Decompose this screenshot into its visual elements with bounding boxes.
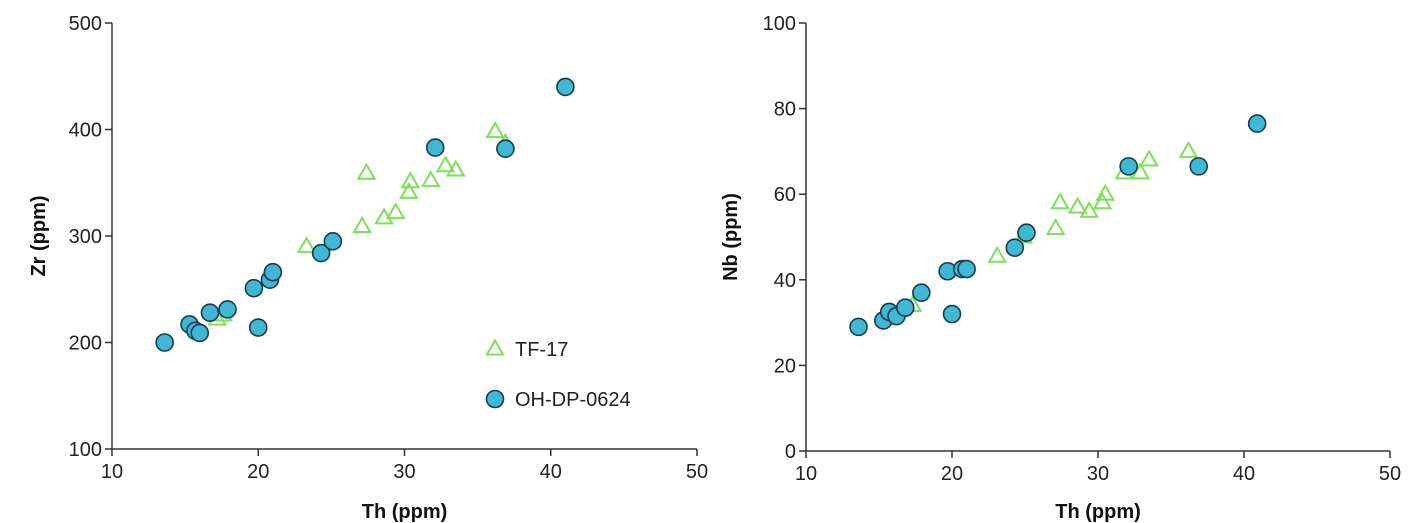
- data-point: [849, 317, 868, 337]
- y-tick-label: 100: [69, 439, 102, 461]
- data-point: [1178, 140, 1199, 158]
- y-tick-label: 20: [774, 355, 796, 377]
- data-point: [1189, 157, 1209, 176]
- data-point: [263, 262, 283, 282]
- x-tick-label: 20: [247, 461, 269, 483]
- data-point: [400, 171, 421, 189]
- x-tick-label: 50: [1379, 463, 1401, 485]
- x-tick-label: 40: [540, 461, 562, 483]
- data-point: [1119, 157, 1138, 176]
- x-tick-label: 30: [1087, 463, 1109, 485]
- legend-marker: [485, 338, 505, 356]
- legend-label: TF-17: [515, 339, 568, 361]
- data-point: [485, 121, 505, 139]
- data-point: [445, 159, 466, 177]
- data-point: [244, 278, 264, 298]
- legend-label: OH-DP-0624: [515, 389, 631, 411]
- data-point: [218, 300, 237, 319]
- data-point: [496, 139, 515, 158]
- data-point: [1050, 192, 1070, 210]
- series-oh-dp-0624: [849, 114, 1267, 337]
- y-tick-label: 300: [69, 226, 102, 248]
- data-point: [1092, 192, 1113, 210]
- data-point: [248, 318, 268, 337]
- data-point: [323, 232, 343, 251]
- data-point: [912, 283, 931, 302]
- y-tick-label: 0: [785, 441, 796, 463]
- data-point: [1095, 183, 1116, 201]
- data-point: [425, 138, 445, 157]
- data-point: [356, 162, 377, 180]
- y-tick-label: 400: [69, 120, 102, 142]
- series-oh-dp-0624: [155, 77, 575, 352]
- data-point: [435, 155, 456, 173]
- x-axis-title: Th (ppm): [362, 501, 448, 523]
- y-tick-label: 200: [69, 333, 102, 355]
- data-point: [895, 298, 915, 317]
- data-point: [190, 323, 210, 343]
- data-point: [1079, 200, 1100, 218]
- data-point: [987, 245, 1008, 263]
- y-tick-label: 60: [774, 184, 796, 206]
- x-tick-label: 10: [795, 463, 817, 485]
- legend: TF-17 OH-DP-0624: [485, 338, 631, 411]
- x-tick-label: 30: [393, 461, 415, 483]
- y-tick-label: 40: [774, 270, 796, 292]
- y-tick-label: 500: [69, 13, 102, 35]
- data-point: [942, 304, 962, 324]
- data-point: [155, 333, 174, 352]
- data-point: [200, 303, 220, 322]
- data-point: [1017, 223, 1036, 243]
- x-axis-title: Th (ppm): [1055, 501, 1141, 523]
- data-point: [399, 181, 419, 199]
- data-point: [1045, 217, 1066, 235]
- data-point: [352, 215, 372, 233]
- data-point: [556, 77, 575, 97]
- y-axis-title: Nb (ppm): [720, 193, 742, 281]
- data-point: [1247, 114, 1267, 133]
- x-tick-label: 50: [686, 461, 708, 483]
- data-point: [385, 202, 406, 220]
- scatter-panel-zr-vs-th: 10 20 30 40 50 100 200 300 400 500 Th (ppm) Zr (ppm…: [28, 13, 708, 523]
- data-point: [421, 170, 441, 188]
- data-point: [957, 259, 976, 279]
- data-point: [311, 243, 331, 263]
- x-tick-label: 40: [1233, 463, 1255, 485]
- x-tick-label: 10: [101, 461, 123, 483]
- data-point: [1139, 149, 1159, 167]
- y-axis-title: Zr (ppm): [28, 195, 50, 276]
- scatter-panel-nb-vs-th: 10 20 30 40 50 0 20 40 60 80 100 Th (ppm) Nb (ppm): [720, 13, 1401, 523]
- y-tick-label: 100: [763, 13, 796, 35]
- data-point: [1005, 238, 1025, 257]
- y-tick-label: 80: [774, 99, 796, 121]
- x-tick-label: 20: [941, 463, 963, 485]
- legend-marker: [485, 389, 505, 409]
- data-point: [1067, 196, 1088, 214]
- series-tf-17: [892, 140, 1199, 317]
- data-point: [296, 236, 317, 254]
